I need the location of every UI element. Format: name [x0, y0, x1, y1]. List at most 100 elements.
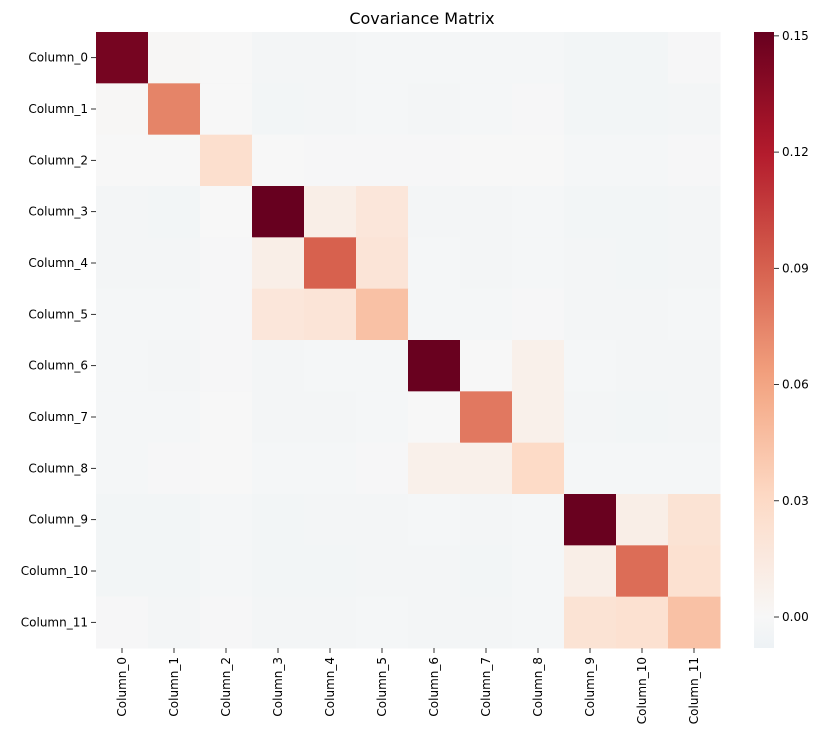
heatmap-cell — [460, 391, 513, 444]
heatmap-cell — [200, 288, 253, 341]
heatmap-cell — [96, 494, 149, 546]
heatmap-cell — [356, 545, 409, 598]
heatmap-cell — [616, 442, 669, 495]
y-tick-label: Column_1 — [28, 102, 88, 116]
heatmap-cell — [304, 494, 357, 546]
heatmap-cell — [564, 32, 617, 84]
y-tick-labels: Column_0 Column_1 Column_2 Column_3 Column_4… — [21, 51, 96, 629]
heatmap-cell — [564, 545, 617, 598]
heatmap-cell — [304, 340, 357, 392]
heatmap-cell — [96, 596, 149, 649]
heatmap-cell — [512, 186, 565, 238]
heatmap-cell — [96, 186, 149, 238]
y-tick-label: Column_0 — [28, 51, 88, 65]
heatmap-cell — [512, 391, 565, 444]
heatmap-cell — [408, 237, 461, 290]
heatmap-cell — [512, 596, 565, 649]
heatmap-cell — [200, 83, 253, 136]
heatmap-cell — [564, 237, 617, 290]
x-tick-label: Column_8 — [531, 657, 545, 717]
heatmap-cell — [616, 134, 669, 187]
heatmap-cell — [668, 134, 721, 187]
heatmap-cell — [356, 32, 409, 84]
colorbar-tick-label: 0.00 — [782, 610, 809, 624]
heatmap-cell — [616, 186, 669, 238]
x-tick-label: Column_4 — [323, 657, 337, 717]
heatmap-cell — [148, 288, 201, 341]
heatmap-cell — [460, 442, 513, 495]
heatmap-cell — [512, 545, 565, 598]
colorbar-gradient — [754, 32, 774, 648]
heatmap-cell — [252, 134, 305, 187]
heatmap-cell — [564, 596, 617, 649]
heatmap-cell — [96, 32, 149, 84]
heatmap-cell — [252, 186, 305, 238]
heatmap-cell — [408, 494, 461, 546]
y-tick-label: Column_5 — [28, 307, 88, 321]
heatmap-cell — [304, 596, 357, 649]
heatmap-cell — [668, 391, 721, 444]
x-tick-label: Column_2 — [219, 657, 233, 717]
heatmap-cell — [252, 83, 305, 136]
heatmap-cell — [616, 288, 669, 341]
colorbar-tick-label: 0.06 — [782, 378, 809, 392]
heatmap-cell — [148, 340, 201, 392]
heatmap-cell — [96, 391, 149, 444]
heatmap-cell — [460, 340, 513, 392]
heatmap-cell — [356, 186, 409, 238]
heatmap-cell — [460, 83, 513, 136]
heatmap-cell — [460, 288, 513, 341]
heatmap-cell — [408, 340, 461, 392]
heatmap-cell — [252, 237, 305, 290]
heatmap-cell — [460, 134, 513, 187]
heatmap-cell — [148, 391, 201, 444]
heatmap-cell — [512, 237, 565, 290]
heatmap-cell — [96, 545, 149, 598]
heatmap-cell — [148, 545, 201, 598]
heatmap-cell — [148, 596, 201, 649]
heatmap-cell — [356, 134, 409, 187]
heatmap-cell — [564, 442, 617, 495]
heatmap-cell — [460, 545, 513, 598]
heatmap-cell — [512, 494, 565, 546]
colorbar-tick-label: 0.03 — [782, 494, 809, 508]
heatmap-cell — [564, 494, 617, 546]
heatmap-cell — [252, 32, 305, 84]
heatmap-cell — [200, 494, 253, 546]
heatmap-cell — [408, 391, 461, 444]
heatmap-cell — [304, 237, 357, 290]
heatmap-cell — [304, 32, 357, 84]
x-tick-label: Column_5 — [375, 657, 389, 717]
heatmap-cell — [668, 32, 721, 84]
heatmap-cell — [304, 442, 357, 495]
heatmap-cell — [616, 340, 669, 392]
colorbar-tick-label: 0.09 — [782, 261, 809, 275]
heatmap-cell — [512, 134, 565, 187]
heatmap-cell — [200, 340, 253, 392]
heatmap-cell — [616, 32, 669, 84]
heatmap-cell — [252, 391, 305, 444]
heatmap-cell — [148, 494, 201, 546]
heatmap-cell — [96, 442, 149, 495]
heatmap-cell — [616, 391, 669, 444]
heatmap-cell — [512, 340, 565, 392]
heatmap-cell — [668, 186, 721, 238]
x-tick-labels: Column_0 Column_1 Column_2 Column_3 Column_4… — [115, 648, 701, 724]
heatmap-cell — [408, 186, 461, 238]
heatmap-cell — [668, 237, 721, 290]
heatmap-cell — [304, 83, 357, 136]
heatmap-cell — [200, 32, 253, 84]
y-tick-label: Column_8 — [28, 461, 88, 475]
heatmap-cell — [252, 545, 305, 598]
heatmap-cell — [356, 83, 409, 136]
heatmap-cell — [408, 545, 461, 598]
heatmap-cell — [356, 340, 409, 392]
heatmap-cell — [512, 288, 565, 341]
y-tick-label: Column_9 — [28, 513, 88, 527]
heatmap-cell — [616, 83, 669, 136]
heatmap-cell — [460, 186, 513, 238]
heatmap-cell — [564, 83, 617, 136]
heatmap-cell — [460, 494, 513, 546]
heatmap-cell — [304, 288, 357, 341]
